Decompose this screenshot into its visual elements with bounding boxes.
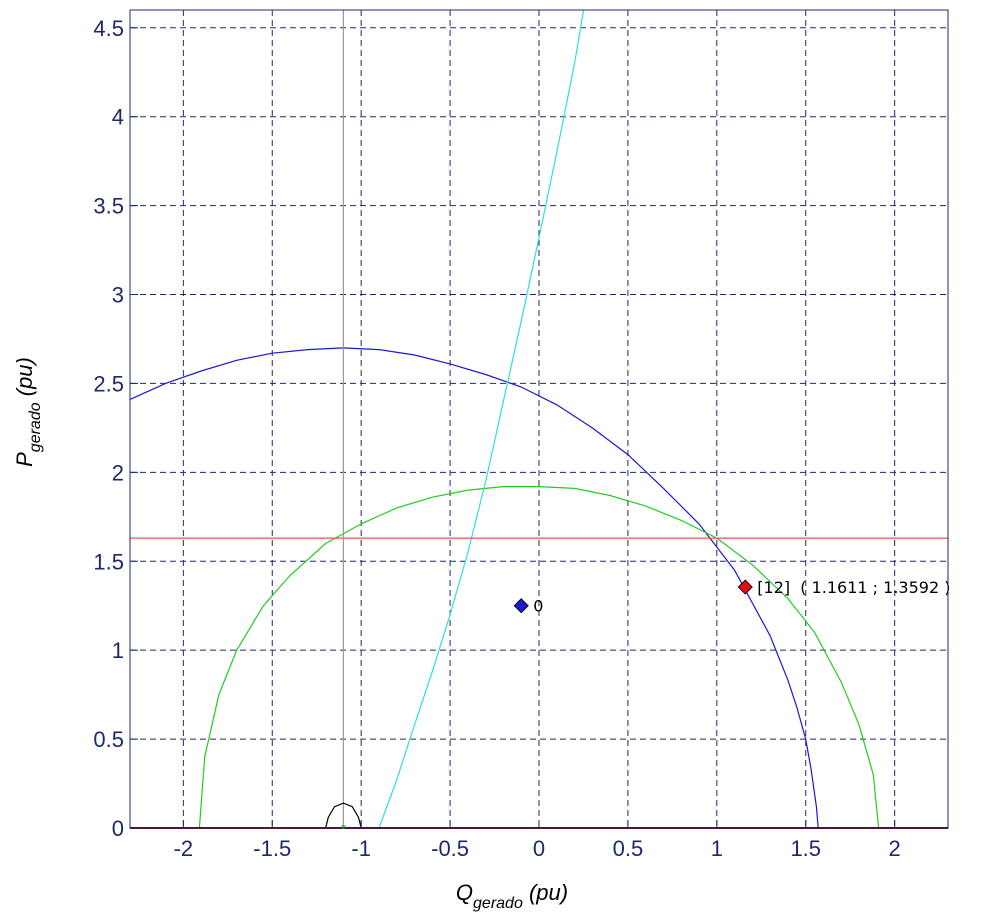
x-axis-label: Qgerado (pu) [456, 880, 568, 912]
point-red_pt-marker [737, 579, 753, 595]
y-tick-label: 3 [112, 283, 124, 308]
y-tick-label: 4.5 [93, 16, 124, 41]
series-arc-line [325, 802, 362, 829]
x-axis-label-base: Q [456, 880, 473, 905]
y-ticks: 0 0.5 1 1.5 2 2.5 3 3.5 4 4.5 [93, 16, 138, 841]
x-axis-label-sub: gerado [473, 895, 523, 912]
point-red_pt-label: [12] ( 1.1611 ; 1.3592 ) [757, 578, 950, 597]
x-tick-label: -0.5 [431, 836, 469, 861]
x-tick-label: 0.5 [613, 836, 644, 861]
x-tick-label: -1.5 [253, 836, 291, 861]
x-tick-label: 0 [533, 836, 545, 861]
series-blue-line [129, 347, 819, 829]
y-tick-label: 3.5 [93, 194, 124, 219]
x-ticks: -2 -1.5 -1 -0.5 0 0.5 1 1.5 2 [174, 820, 901, 861]
y-axis-label-base: P [12, 452, 37, 467]
y-tick-label: 0.5 [93, 727, 124, 752]
y-tick-label: 0 [112, 816, 124, 841]
y-tick-label: 4 [112, 105, 124, 130]
series-cyan-line [378, 9, 585, 829]
x-tick-label: -2 [174, 836, 194, 861]
x-axis-label-unit: (pu) [523, 880, 568, 905]
x-tick-label: 1 [711, 836, 723, 861]
point-blue_pt-label: 0 [533, 597, 543, 616]
y-tick-label: 2.5 [93, 371, 124, 396]
points-layer: 0 [12] ( 1.1611 ; 1.3592 ) [513, 578, 950, 616]
x-tick-label: 1.5 [790, 836, 821, 861]
series-green-line [198, 486, 880, 829]
y-axis-label: Pgerado (pu) [12, 357, 44, 467]
point-blue_pt-marker [513, 598, 529, 614]
grid [130, 10, 948, 828]
y-tick-label: 1 [112, 638, 124, 663]
y-axis-label-unit: (pu) [12, 357, 37, 402]
y-axis-label-sub: gerado [27, 402, 44, 452]
x-tick-label: 2 [889, 836, 901, 861]
y-tick-label: 1.5 [93, 549, 124, 574]
y-tick-label: 2 [112, 460, 124, 485]
x-tick-label: -1 [351, 836, 371, 861]
